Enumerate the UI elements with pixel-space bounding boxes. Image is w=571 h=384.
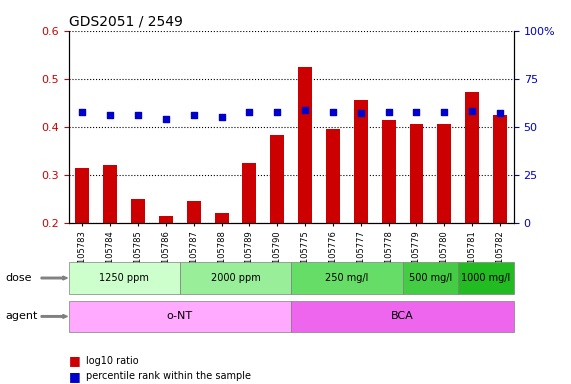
Text: ■: ■ [69,354,81,367]
Point [384,109,393,116]
Bar [354,100,368,223]
Point [412,109,421,116]
Point [468,108,477,114]
Text: BCA: BCA [391,311,414,321]
Point [440,109,449,116]
Point [217,114,226,120]
Bar [493,115,507,223]
Bar [326,129,340,223]
Point [245,109,254,116]
Bar [243,163,256,223]
Bar [131,199,145,223]
Text: agent: agent [6,311,38,321]
Bar [103,165,117,223]
Point [496,110,505,116]
Text: 2000 ppm: 2000 ppm [211,273,260,283]
Text: log10 ratio: log10 ratio [86,356,138,366]
Point [300,107,309,113]
Bar [381,119,396,223]
Bar [159,215,173,223]
Bar [187,201,201,223]
Point [328,109,337,116]
Point [134,112,143,118]
Text: o-NT: o-NT [167,311,193,321]
Point [162,116,171,122]
Bar [75,167,90,223]
Bar [465,92,479,223]
Text: ■: ■ [69,370,81,383]
Bar [270,136,284,223]
Text: 1250 ppm: 1250 ppm [99,273,149,283]
Point [273,109,282,116]
Bar [437,124,451,223]
Bar [298,67,312,223]
Point [78,109,87,116]
Text: 1000 mg/l: 1000 mg/l [461,273,510,283]
Text: dose: dose [6,273,32,283]
Text: 250 mg/l: 250 mg/l [325,273,368,283]
Point [189,112,198,118]
Text: percentile rank within the sample: percentile rank within the sample [86,371,251,381]
Bar [215,213,228,223]
Text: GDS2051 / 2549: GDS2051 / 2549 [69,14,182,28]
Text: 500 mg/l: 500 mg/l [409,273,452,283]
Bar [409,124,424,223]
Point [106,112,115,118]
Point [356,110,365,116]
